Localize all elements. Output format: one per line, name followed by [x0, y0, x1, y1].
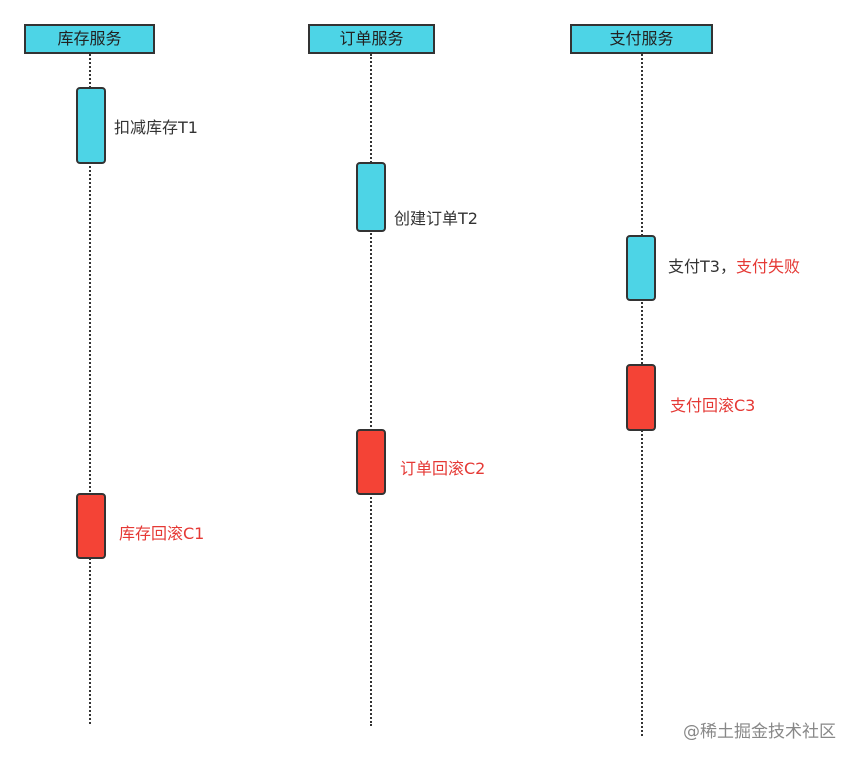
step-label-t3-text: 支付T3， [668, 257, 736, 276]
step-label-c2: 订单回滚C2 [400, 459, 486, 478]
step-label-c3: 支付回滚C3 [670, 396, 756, 415]
lifeline-inventory [89, 54, 91, 724]
activation-bar-t3 [626, 235, 656, 301]
step-label-c1: 库存回滚C1 [119, 524, 205, 543]
participant-order-service: 订单服务 [308, 24, 435, 54]
activation-bar-t1 [76, 87, 106, 164]
step-label-t2: 创建订单T2 [394, 209, 478, 228]
activation-bar-t2 [356, 162, 386, 232]
payment-failed-text: 支付失败 [735, 257, 800, 276]
participant-payment-service: 支付服务 [570, 24, 713, 54]
step-label-t1: 扣减库存T1 [114, 118, 198, 137]
activation-bar-c3 [626, 364, 656, 431]
activation-bar-c2 [356, 429, 386, 495]
participant-label: 订单服务 [339, 29, 404, 48]
watermark: @稀土掘金技术社区 [683, 722, 836, 742]
participant-inventory-service: 库存服务 [24, 24, 155, 54]
lifeline-order [370, 54, 372, 726]
step-label-t3: 支付T3，支付失败 [668, 257, 800, 277]
activation-bar-c1 [76, 493, 106, 559]
participant-label: 库存服务 [57, 29, 122, 48]
participant-label: 支付服务 [609, 29, 674, 48]
